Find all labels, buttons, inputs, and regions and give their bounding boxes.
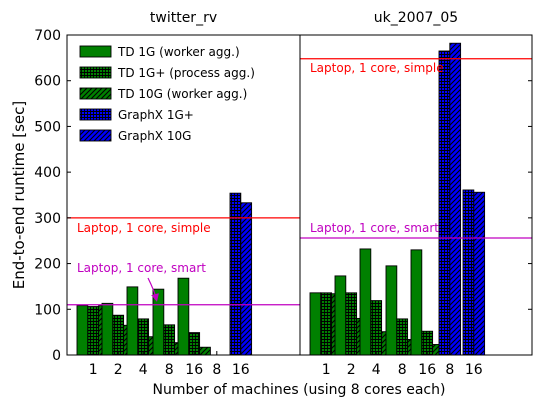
legend-swatch [79, 129, 112, 142]
bar [152, 288, 165, 356]
bar [438, 50, 451, 356]
x-tick-label: 4 [372, 362, 381, 378]
bar [320, 292, 333, 356]
bar [449, 42, 462, 356]
x-tick-label: 4 [139, 362, 148, 378]
x-tick-label: 16 [185, 362, 203, 378]
x-tick-label: 16 [232, 362, 250, 378]
reference-line-label: Laptop, 1 core, smart [310, 221, 439, 235]
x-tick-label: 1 [89, 362, 98, 378]
legend-label: GraphX 10G [118, 129, 191, 143]
reference-line-label: Laptop, 1 core, simple [310, 61, 444, 75]
legend-swatch [79, 108, 112, 121]
annotation-arrow [147, 277, 159, 302]
x-tick-label: 2 [347, 362, 356, 378]
bar [126, 286, 139, 356]
y-tick-label: 200 [34, 257, 61, 273]
bar [240, 202, 253, 356]
bar [410, 249, 423, 356]
reference-line-label: Laptop, 1 core, smart [77, 261, 206, 275]
legend-swatch [79, 45, 112, 58]
y-tick-label: 0 [52, 348, 61, 364]
panel-title: twitter_rv [150, 10, 217, 26]
reference-line-label: Laptop, 1 core, simple [77, 221, 211, 235]
bar [137, 318, 150, 356]
x-tick-label: 1 [322, 362, 331, 378]
bar [334, 275, 347, 356]
legend-label: TD 1G (worker agg.) [117, 45, 240, 59]
plot-frame [299, 34, 533, 356]
panel-title: uk_2007_05 [374, 10, 458, 26]
bar [473, 191, 486, 356]
bar [345, 292, 358, 356]
x-axis-label: Number of machines (using 8 cores each) [153, 382, 446, 398]
x-tick-label: 2 [114, 362, 123, 378]
x-tick-label: 16 [465, 362, 483, 378]
x-tick-label: 8 [212, 362, 221, 378]
bar [462, 189, 475, 356]
bar [370, 300, 383, 356]
bar [101, 302, 114, 356]
bar [199, 346, 211, 356]
x-tick-label: 8 [398, 362, 407, 378]
y-tick-label: 400 [34, 165, 61, 181]
x-tick-label: 16 [418, 362, 436, 378]
legend-label: TD 10G (worker agg.) [117, 87, 247, 101]
x-tick-label: 8 [445, 362, 454, 378]
x-tick-label: 8 [165, 362, 174, 378]
legend-swatch [79, 87, 112, 100]
y-axis-label: End-to-end runtime [sec] [10, 101, 28, 290]
bar [177, 277, 190, 356]
legend-label: GraphX 1G+ [118, 108, 194, 122]
y-tick-label: 600 [34, 74, 61, 90]
bar [309, 292, 322, 356]
bar [359, 248, 372, 356]
y-tick-label: 300 [34, 211, 61, 227]
bar [112, 314, 125, 356]
bar [396, 318, 409, 356]
bar [163, 324, 176, 356]
bar [385, 265, 398, 356]
legend-label: TD 1G+ (process agg.) [117, 66, 255, 80]
y-tick-label: 700 [34, 28, 61, 44]
bar [87, 306, 100, 356]
y-tick-label: 100 [34, 302, 61, 318]
y-tick-label: 500 [34, 119, 61, 135]
bar [76, 305, 89, 356]
legend-swatch [79, 66, 112, 79]
